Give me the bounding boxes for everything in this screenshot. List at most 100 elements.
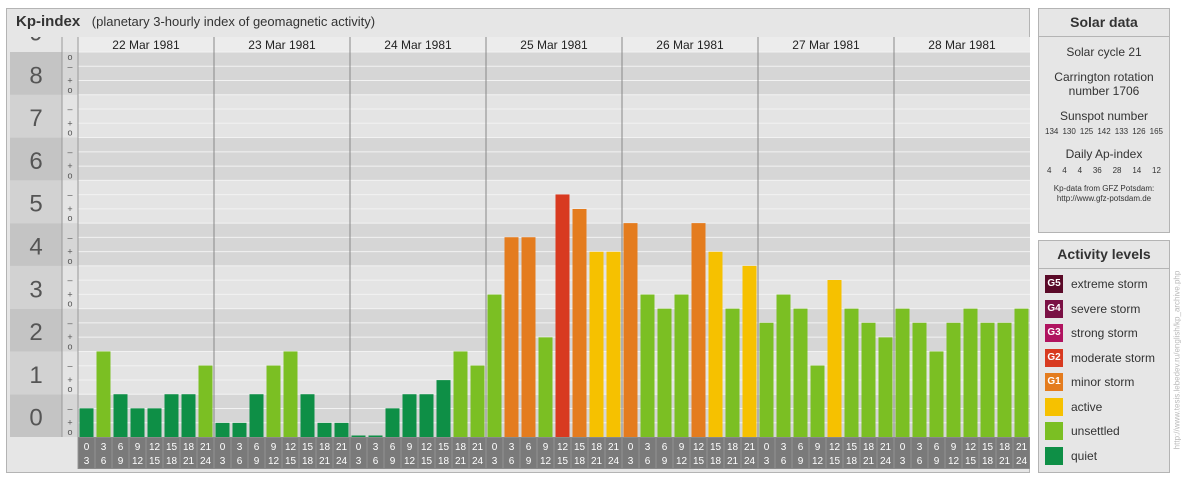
interval-cell (605, 438, 622, 468)
interval-start-label: 0 (84, 442, 90, 453)
interval-cell (894, 438, 911, 468)
kp-bar (929, 351, 944, 437)
ap-value: 28 (1112, 166, 1122, 175)
interval-cell (418, 438, 435, 468)
interval-start-label: 18 (999, 442, 1011, 453)
interval-end-label: 9 (662, 456, 668, 467)
interval-cell (673, 438, 690, 468)
interval-end-label: 24 (608, 456, 620, 467)
interval-cell (384, 438, 401, 468)
y-minor-mark: – (67, 147, 72, 157)
level-label: severe storm (1071, 301, 1141, 316)
interval-cell (435, 438, 452, 468)
interval-cell (826, 438, 843, 468)
kp-bar (861, 322, 876, 437)
y-label-band (10, 180, 62, 224)
interval-end-label: 15 (693, 456, 705, 467)
kp-bar (963, 308, 978, 437)
level-swatch (1045, 422, 1063, 441)
interval-end-label: 3 (492, 456, 498, 467)
activity-levels-title: Activity levels (1039, 241, 1169, 269)
kp-bar (589, 251, 604, 437)
interval-end-label: 24 (880, 456, 892, 467)
interval-start-label: 15 (710, 442, 722, 453)
y-minor-mark: – (67, 104, 72, 114)
y-tick-label: 5 (29, 191, 42, 218)
kp-bar (419, 394, 434, 437)
interval-end-label: 12 (676, 456, 688, 467)
sunspot-value: 126 (1132, 127, 1146, 136)
chart-subtitle: (planetary 3-hourly index of geomagnetic… (91, 14, 376, 29)
day-label: 28 Mar 1981 (928, 38, 996, 52)
interval-start-label: 21 (472, 442, 484, 453)
kp-bar (844, 308, 859, 437)
kp-bar (776, 294, 791, 437)
interval-end-label: 9 (526, 456, 532, 467)
interval-start-label: 6 (798, 442, 804, 453)
day-label: 25 Mar 1981 (520, 38, 588, 52)
interval-cell (843, 438, 860, 468)
interval-end-label: 6 (509, 456, 515, 467)
interval-end-label: 24 (200, 456, 212, 467)
day-label: 27 Mar 1981 (792, 38, 860, 52)
interval-start-label: 21 (200, 442, 212, 453)
interval-start-label: 6 (526, 442, 532, 453)
interval-cell (367, 438, 384, 468)
interval-cell (928, 438, 945, 468)
kp-bar (198, 365, 213, 437)
interval-end-label: 3 (900, 456, 906, 467)
interval-cell (95, 438, 112, 468)
solar-data-title: Solar data (1039, 9, 1169, 37)
interval-cell (945, 438, 962, 468)
interval-end-label: 18 (166, 456, 178, 467)
interval-start-label: 9 (815, 442, 821, 453)
interval-cell (690, 438, 707, 468)
level-label: moderate storm (1071, 350, 1156, 365)
interval-start-label: 0 (764, 442, 770, 453)
carrington-rotation: Carrington rotation number 1706 (1054, 70, 1154, 98)
ap-value: 4 (1062, 166, 1067, 175)
interval-start-label: 6 (390, 442, 396, 453)
y-label-band (10, 223, 62, 266)
interval-start-label: 0 (492, 442, 498, 453)
interval-cell (877, 438, 894, 468)
interval-start-label: 0 (628, 442, 634, 453)
interval-end-label: 21 (319, 456, 331, 467)
interval-end-label: 15 (965, 456, 977, 467)
y-tick-label: 1 (29, 362, 42, 389)
kp-bar (708, 251, 723, 437)
interval-cell (809, 438, 826, 468)
kp-bar (572, 208, 587, 437)
y-minor-mark: + (67, 76, 72, 86)
interval-cell (792, 438, 809, 468)
interval-start-label: 0 (900, 442, 906, 453)
interval-start-label: 15 (982, 442, 994, 453)
day-label: 26 Mar 1981 (656, 38, 724, 52)
y-minor-mark: + (67, 204, 72, 214)
interval-cell (724, 438, 741, 468)
kp-band (10, 94, 1030, 138)
kp-bar (96, 351, 111, 437)
interval-end-label: 18 (846, 456, 858, 467)
activity-level-moderate-storm: G2 moderate storm (1039, 346, 1169, 371)
kp-bar (385, 408, 400, 437)
interval-start-label: 12 (421, 442, 433, 453)
y-minor-mark: – (67, 318, 72, 328)
level-label: active (1071, 399, 1103, 414)
interval-start-label: 3 (237, 442, 243, 453)
kp-bar (215, 422, 230, 437)
ap-value: 4 (1047, 166, 1052, 175)
kp-bar (640, 294, 655, 437)
y-minor-mark: o (67, 52, 72, 62)
interval-start-label: 6 (118, 442, 124, 453)
interval-cell (282, 438, 299, 468)
level-swatch: G5 (1045, 275, 1063, 294)
credit-link[interactable]: http://www.gfz-potsdam.de (1056, 194, 1152, 203)
interval-cell (129, 438, 146, 468)
interval-cell (299, 438, 316, 468)
activity-level-quiet: quiet (1039, 444, 1169, 469)
sunspot-label: Sunspot number (1059, 109, 1149, 123)
interval-end-label: 9 (934, 456, 940, 467)
interval-end-label: 18 (982, 456, 994, 467)
y-tick-label: 8 (29, 62, 42, 89)
